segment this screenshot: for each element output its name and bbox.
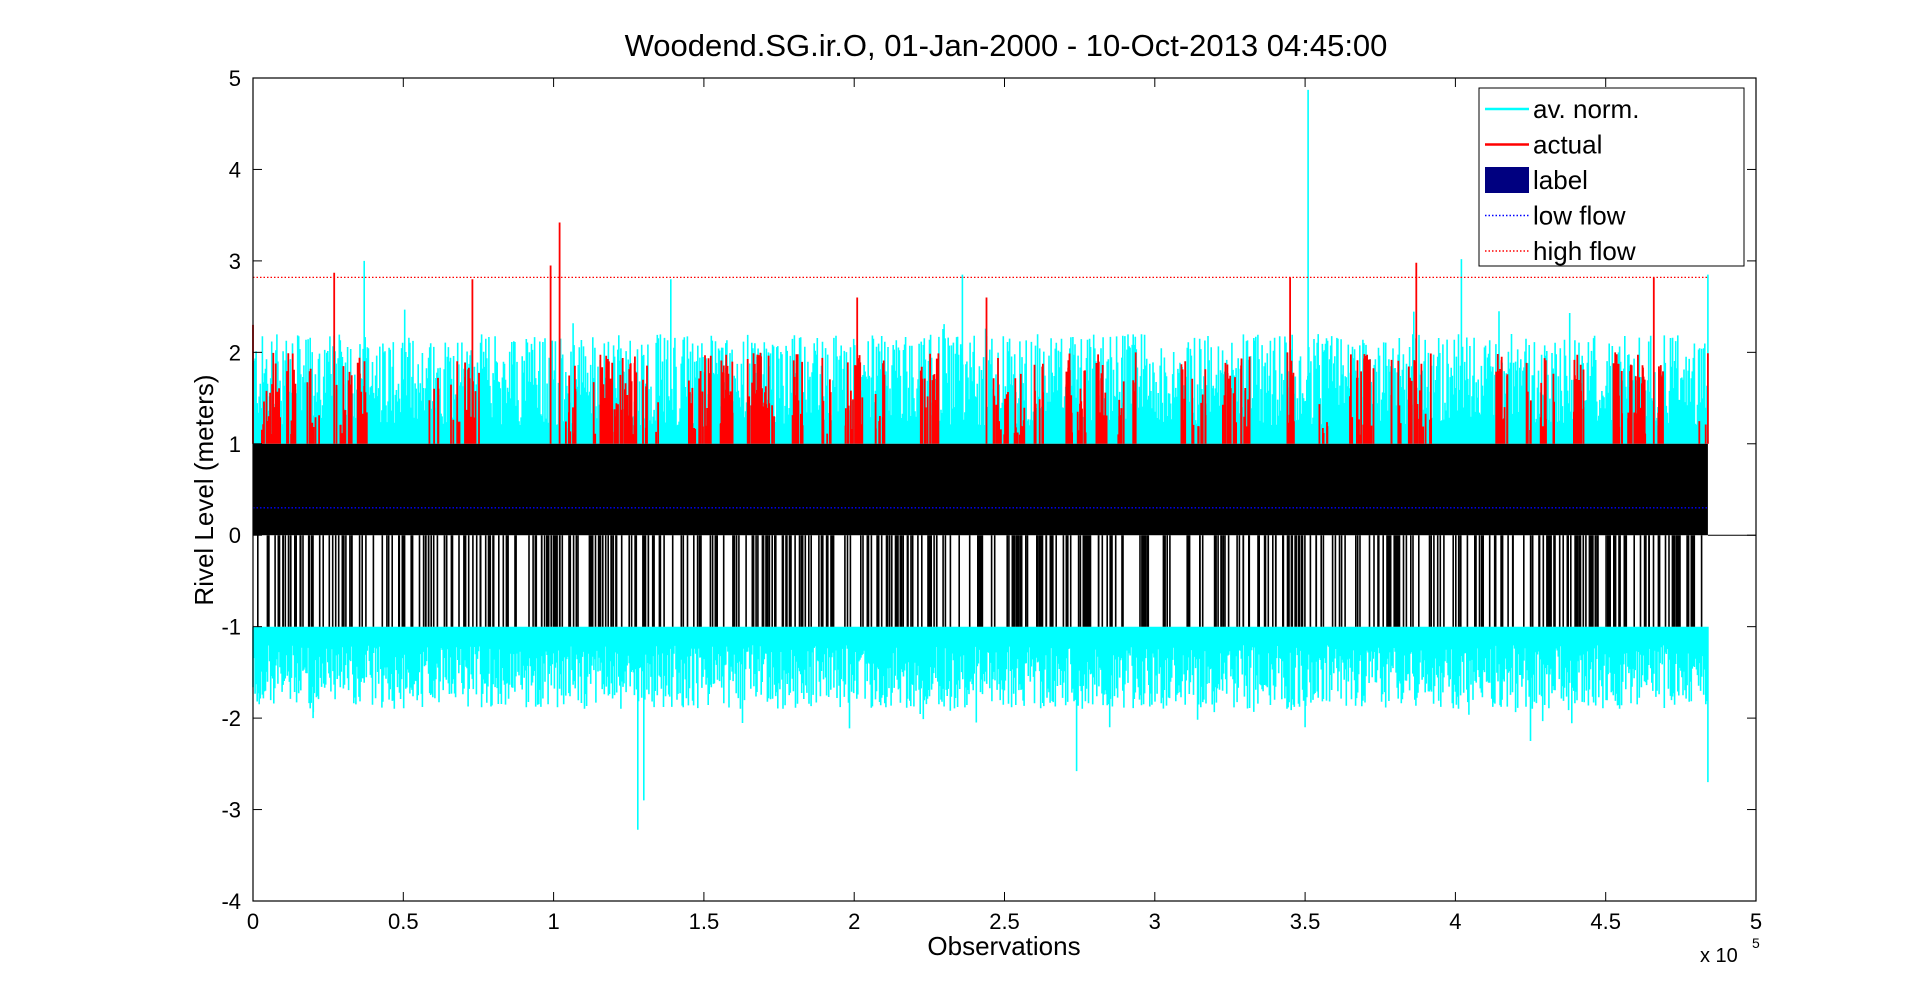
label-band xyxy=(253,443,1708,536)
x-tick-label: 4.5 xyxy=(1590,909,1621,934)
actual-series xyxy=(252,222,1709,444)
tick-marks xyxy=(252,77,1757,902)
x-exponent-prefix: x 10 xyxy=(1700,945,1738,967)
y-tick-label: -3 xyxy=(221,798,241,823)
x-exponent-power: 5 xyxy=(1752,935,1760,951)
x-tick-label: 0 xyxy=(247,909,259,934)
x-tick-label: 2 xyxy=(848,909,860,934)
chart-title: Woodend.SG.ir.O, 01-Jan-2000 - 10-Oct-20… xyxy=(625,28,1388,63)
series-layer xyxy=(252,89,1709,830)
y-tick-label: 0 xyxy=(229,523,241,548)
legend-swatch-label xyxy=(1485,167,1529,193)
y-tick-label: -1 xyxy=(221,615,241,640)
legend-label: label xyxy=(1533,165,1588,195)
x-tick-label: 5 xyxy=(1750,909,1762,934)
y-tick-label: -4 xyxy=(221,889,241,914)
tick-labels: 0 0.5 1 1.5 2 2.5 3 3.5 4 4.5 5 5 4 3 2 1 0 -1 -2 -3 -4 xyxy=(221,66,1762,934)
y-tick-label: 3 xyxy=(229,249,241,274)
x-axis-label: Observations xyxy=(927,931,1080,961)
y-tick-label: 1 xyxy=(229,432,241,457)
x-tick-label: 2.5 xyxy=(989,909,1020,934)
legend-label: high flow xyxy=(1533,236,1636,266)
x-tick-label: 1 xyxy=(547,909,559,934)
y-tick-label: 5 xyxy=(229,66,241,91)
y-tick-label: 4 xyxy=(229,157,241,182)
legend-label: av. norm. xyxy=(1533,94,1639,124)
legend-items: av. norm. actual label low flow high flow xyxy=(1485,94,1639,266)
x-tick-label: 1.5 xyxy=(689,909,720,934)
legend: av. norm. actual label low flow high flow xyxy=(1478,87,1745,267)
x-tick-label: 4 xyxy=(1449,909,1461,934)
label-downward-bars xyxy=(257,535,1703,627)
x-tick-label: 0.5 xyxy=(388,909,419,934)
y-tick-label: 2 xyxy=(229,340,241,365)
x-tick-label: 3 xyxy=(1149,909,1161,934)
legend-label: actual xyxy=(1533,130,1602,160)
legend-label: low flow xyxy=(1533,201,1626,231)
y-axis-label: Rivel Level (meters) xyxy=(189,374,219,605)
y-tick-label: -2 xyxy=(221,706,241,731)
x-tick-label: 3.5 xyxy=(1290,909,1321,934)
